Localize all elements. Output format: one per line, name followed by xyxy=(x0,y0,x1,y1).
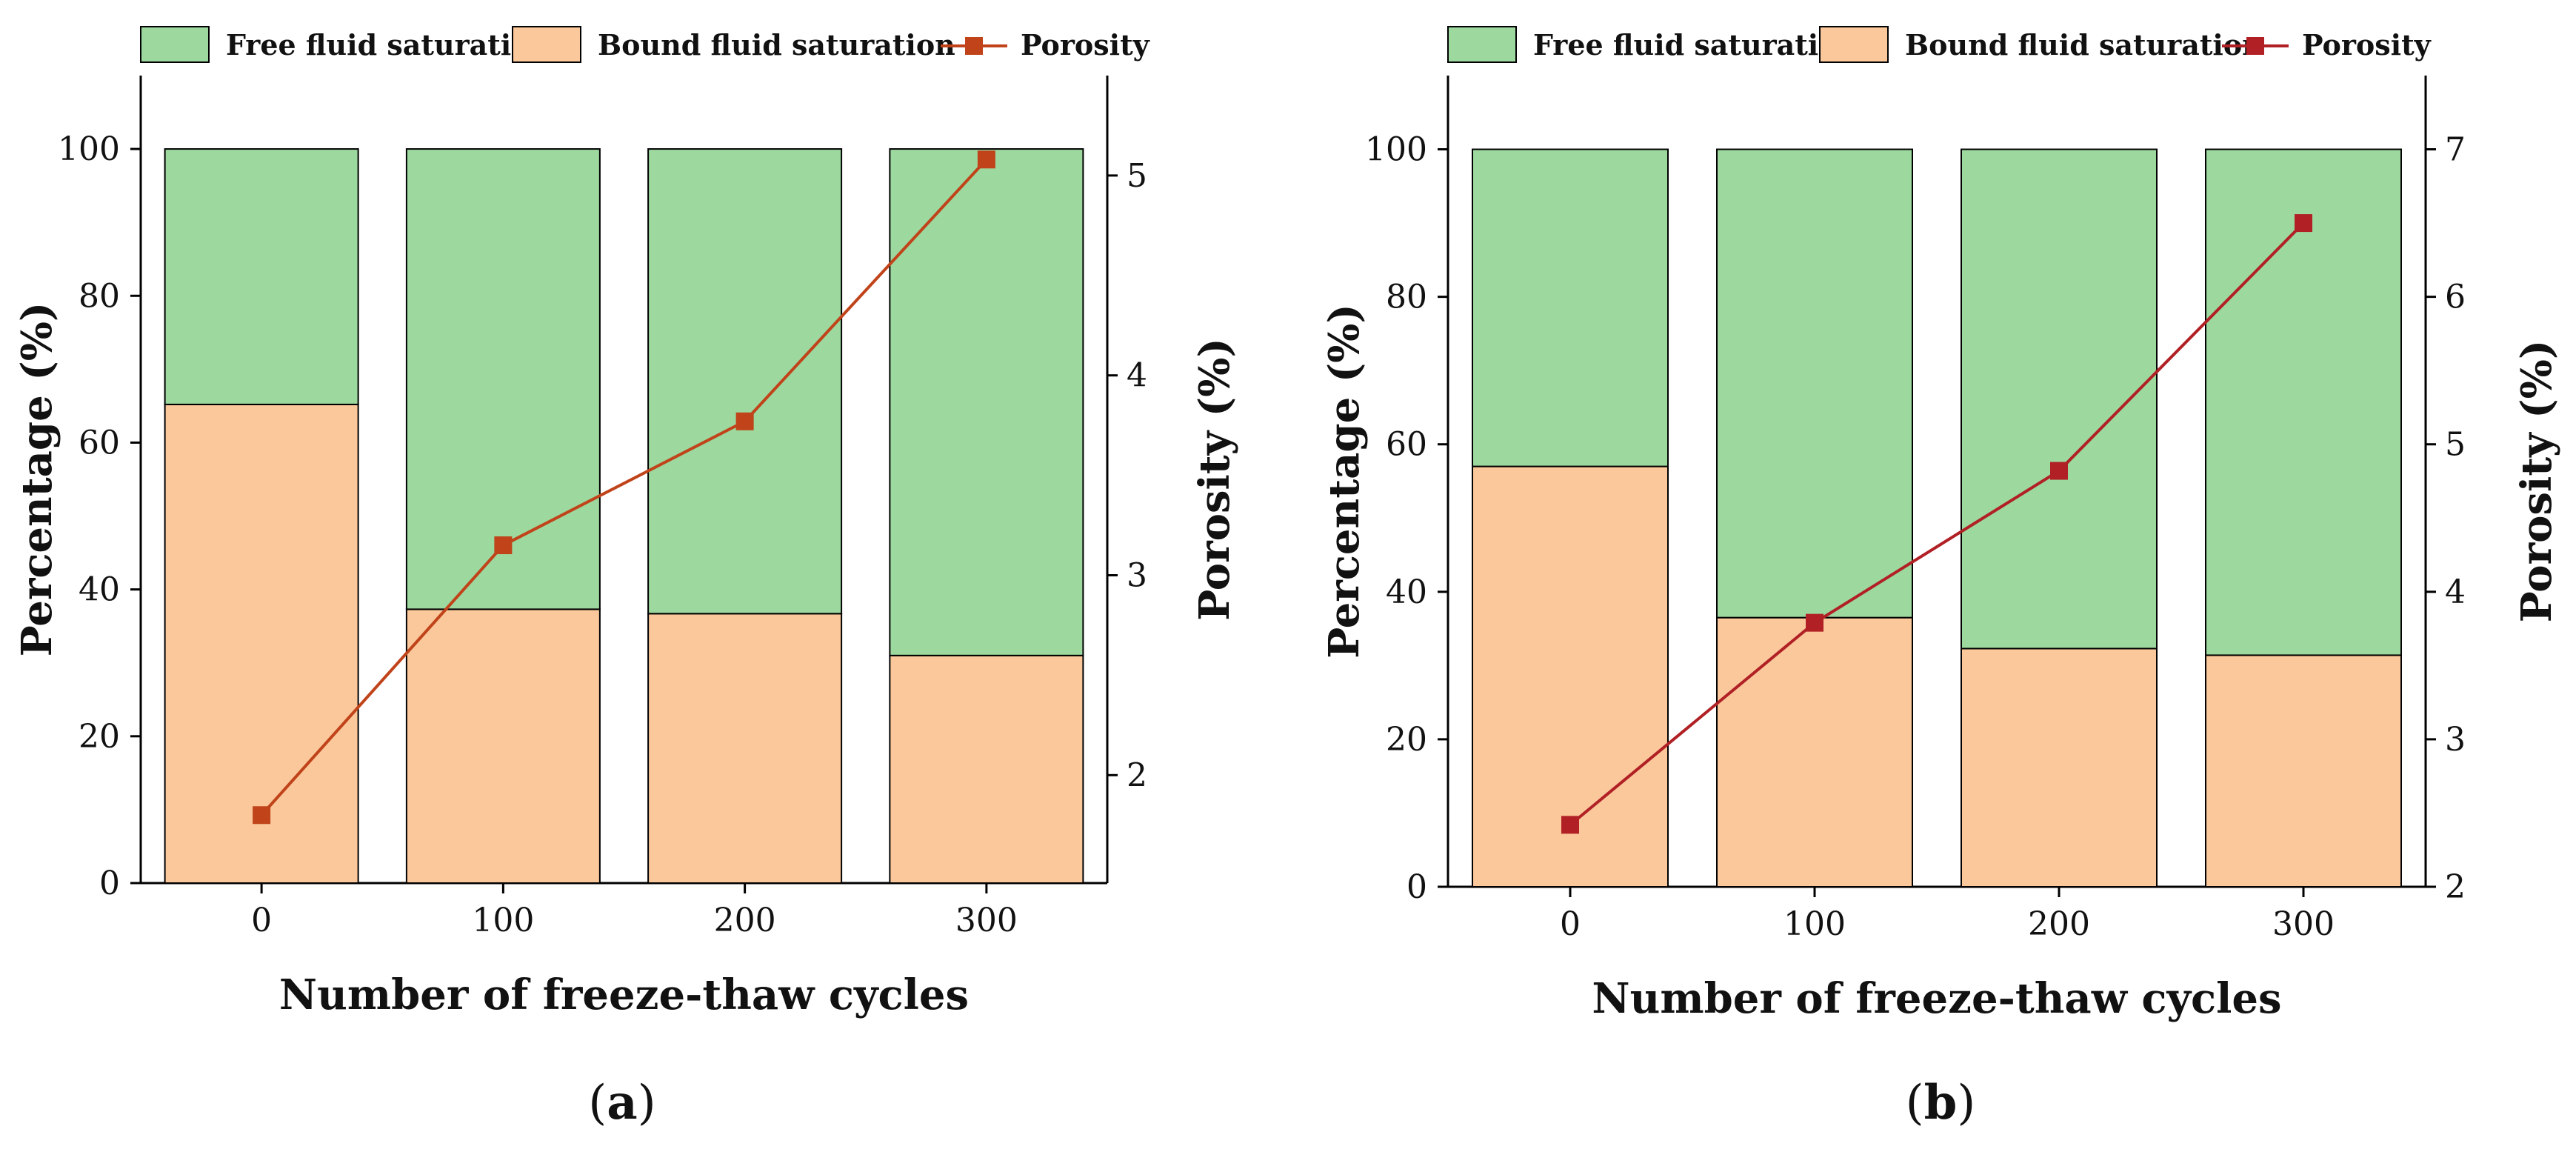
legend-swatch-bound xyxy=(512,26,581,63)
bar-bound-200 xyxy=(647,613,843,884)
y-tick-label: 60 xyxy=(1386,426,1427,464)
porosity-point-0 xyxy=(1561,816,1579,834)
y2-tick-label: 7 xyxy=(2445,131,2466,169)
y2-tick-label: 3 xyxy=(2445,721,2466,759)
legend-swatch-free xyxy=(1447,26,1517,63)
legend-label-bound: Bound fluid saturation xyxy=(1905,28,2263,61)
bar-bound-200 xyxy=(1961,647,2158,888)
legend-label-free: Free fluid saturation xyxy=(1533,28,1858,61)
y2-tick-label: 5 xyxy=(1127,157,1147,195)
porosity-point-200 xyxy=(2050,462,2068,480)
y2-tick-label: 4 xyxy=(1127,357,1147,395)
y-tick-label: 60 xyxy=(79,424,120,462)
bar-free-0 xyxy=(164,148,359,405)
porosity-point-0 xyxy=(253,806,271,825)
panel-caption: (b) xyxy=(1906,1075,1976,1131)
bar-free-0 xyxy=(1472,148,1669,467)
x-tick-label: 300 xyxy=(2272,905,2335,943)
x-axis-title: Number of freeze-thaw cycles xyxy=(1592,974,2281,1023)
porosity-point-300 xyxy=(2295,214,2312,233)
y-tick-label: 40 xyxy=(79,571,120,609)
y-tick-label: 100 xyxy=(58,130,120,168)
y2-tick-label: 3 xyxy=(1127,557,1147,595)
bar-bound-100 xyxy=(1716,616,1913,888)
legend-label-porosity: Porosity xyxy=(2302,28,2432,61)
legend-marker-porosity xyxy=(2246,37,2264,55)
x-tick-label: 0 xyxy=(251,902,272,939)
bar-bound-300 xyxy=(889,654,1084,884)
panel-letter: a xyxy=(607,1075,637,1131)
bar-free-200 xyxy=(1961,148,2158,650)
y2-tick-label: 2 xyxy=(2445,868,2466,906)
y2-tick-label: 2 xyxy=(1127,756,1147,794)
y-tick-label: 40 xyxy=(1386,573,1427,611)
bar-bound-100 xyxy=(405,608,601,885)
y-axis-title: Percentage (%) xyxy=(13,302,61,657)
bar-bound-300 xyxy=(2205,654,2402,888)
y-tick-label: 0 xyxy=(1407,868,1427,906)
x-tick-label: 100 xyxy=(1783,905,1846,943)
bar-free-300 xyxy=(889,148,1084,656)
porosity-line xyxy=(1569,222,2305,826)
bar-bound-0 xyxy=(164,403,359,884)
porosity-point-200 xyxy=(735,412,754,430)
x-tick-label: 200 xyxy=(2028,905,2090,943)
bar-free-100 xyxy=(1716,148,1913,619)
panel-letter: b xyxy=(1924,1075,1958,1131)
y2-axis-title: Porosity (%) xyxy=(2512,340,2561,623)
legend-marker-porosity xyxy=(965,37,983,55)
porosity-point-100 xyxy=(1806,613,1823,632)
chart-panel-a: 0 100 200 300 0 20 40 60 80 100 2 3 4 5 Number of free… xyxy=(13,26,1239,1131)
bar-free-100 xyxy=(405,148,601,610)
legend-label-free: Free fluid saturation xyxy=(226,28,550,61)
x-tick-label: 200 xyxy=(714,902,776,939)
porosity-point-100 xyxy=(494,536,513,555)
y2-tick-label: 6 xyxy=(2445,279,2466,316)
bar-free-300 xyxy=(2205,148,2402,656)
x-tick-label: 100 xyxy=(472,902,534,939)
y-tick-label: 100 xyxy=(1365,131,1427,169)
y-tick-label: 20 xyxy=(79,718,120,756)
legend-swatch-free xyxy=(140,26,210,63)
x-axis-title: Number of freeze-thaw cycles xyxy=(279,970,969,1019)
y-tick-label: 20 xyxy=(1386,721,1427,759)
y2-tick-label: 5 xyxy=(2445,426,2466,464)
porosity-line xyxy=(260,158,988,816)
chart-panel-b: 0 100 200 300 0 20 40 60 80 100 2 3 4 5 6 7 Number of fr… xyxy=(1320,26,2561,1131)
y-axis-title: Percentage (%) xyxy=(1320,304,1369,659)
y-tick-label: 80 xyxy=(79,277,120,315)
y-tick-label: 0 xyxy=(99,865,120,902)
x-tick-label: 300 xyxy=(955,902,1018,939)
panel-caption: (a) xyxy=(588,1075,655,1131)
legend-swatch-bound xyxy=(1819,26,1889,63)
porosity-point-300 xyxy=(977,150,995,169)
y2-tick-label: 4 xyxy=(2445,573,2466,611)
legend-label-bound: Bound fluid saturation xyxy=(598,28,955,61)
x-tick-label: 0 xyxy=(1560,905,1581,943)
bar-free-200 xyxy=(647,148,843,615)
y2-axis-title: Porosity (%) xyxy=(1190,338,1239,621)
y-tick-label: 80 xyxy=(1386,279,1427,316)
legend-label-porosity: Porosity xyxy=(1021,28,1150,61)
